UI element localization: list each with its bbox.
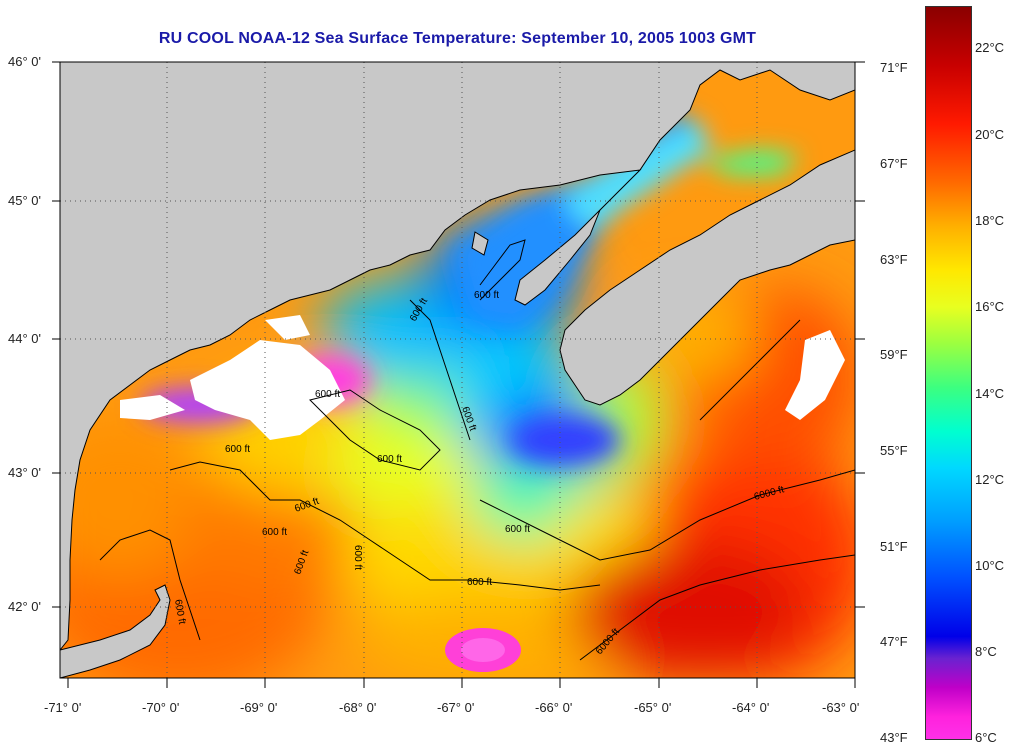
contour-label: 600 ft xyxy=(352,545,363,570)
longitude-label: -69° 0' xyxy=(240,700,278,715)
celsius-label: 8°C xyxy=(975,644,997,659)
latitude-label: 42° 0' xyxy=(8,599,41,614)
celsius-label: 20°C xyxy=(975,127,1005,142)
latitude-label: 43° 0' xyxy=(8,465,41,480)
longitude-label: -70° 0' xyxy=(142,700,180,715)
contour-label: 600 ft xyxy=(474,290,499,301)
longitude-label: -63° 0' xyxy=(822,700,860,715)
celsius-label: 16°C xyxy=(975,299,1005,314)
longitude-label: -71° 0' xyxy=(44,700,82,715)
land xyxy=(60,62,855,678)
celsius-label: 18°C xyxy=(975,213,1005,228)
longitude-label: -64° 0' xyxy=(732,700,770,715)
fahrenheit-label: 47°F xyxy=(880,634,908,649)
fahrenheit-label: 55°F xyxy=(880,443,908,458)
contour-label: 600 ft xyxy=(467,577,492,588)
longitude-label: -67° 0' xyxy=(437,700,475,715)
contour-label: 600 ft xyxy=(505,524,530,535)
map-title: RU COOL NOAA-12 Sea Surface Temperature:… xyxy=(158,30,757,47)
celsius-label: 10°C xyxy=(975,558,1005,573)
frame-ticks xyxy=(52,61,865,688)
longitude-label: -66° 0' xyxy=(535,700,573,715)
fahrenheit-label: 67°F xyxy=(880,156,908,171)
latitude-label: 44° 0' xyxy=(8,331,41,346)
map-frame xyxy=(59,61,856,679)
celsius-label: 14°C xyxy=(975,386,1005,401)
fahrenheit-label: 63°F xyxy=(880,252,908,267)
longitude-label: -68° 0' xyxy=(339,700,377,715)
fahrenheit-label: 59°F xyxy=(880,347,908,362)
contour-label: 600 ft xyxy=(172,599,187,626)
temperature-colorbar xyxy=(925,6,972,740)
latitude-label: 45° 0' xyxy=(8,193,41,208)
fahrenheit-label: 51°F xyxy=(880,539,908,554)
longitude-label: -65° 0' xyxy=(634,700,672,715)
celsius-label: 12°C xyxy=(975,472,1005,487)
celsius-label: 22°C xyxy=(975,40,1005,55)
contour-label: 600 ft xyxy=(225,444,250,455)
fahrenheit-label: 71°F xyxy=(880,60,908,75)
celsius-label: 6°C xyxy=(975,730,997,745)
fahrenheit-label: 43°F xyxy=(880,730,908,745)
sst-field xyxy=(60,220,855,678)
latitude-label: 46° 0' xyxy=(8,54,41,69)
contour-label: 600 ft xyxy=(377,454,402,465)
contour-label: 600 ft xyxy=(262,527,287,538)
bathymetry-contours xyxy=(99,239,855,661)
contour-label: 600 ft xyxy=(315,389,340,400)
